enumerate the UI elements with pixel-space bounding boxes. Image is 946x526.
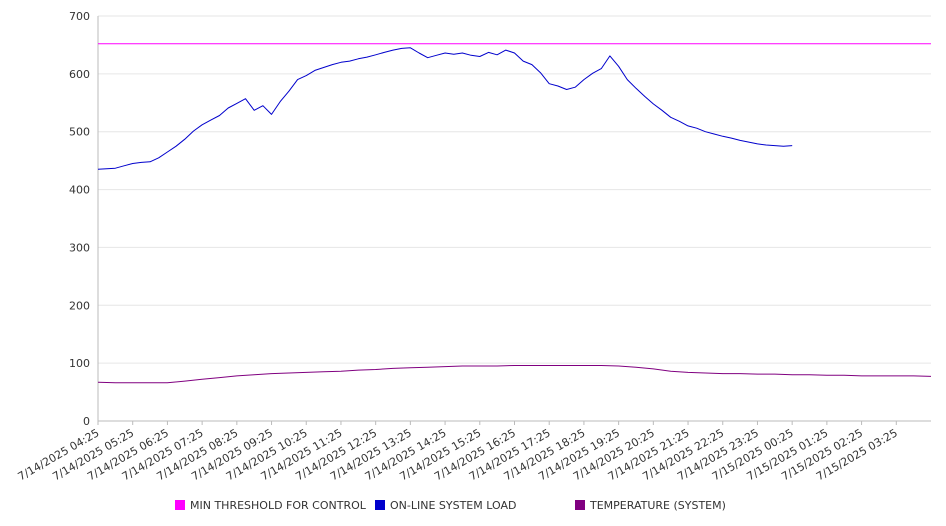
y-tick-label: 0 [83,415,90,428]
legend-label: TEMPERATURE (SYSTEM) [589,499,726,512]
legend-swatch [575,500,585,510]
legend-swatch [175,500,185,510]
series-line-1 [97,47,793,170]
x-axis-tick-labels: 7/14/2025 04:257/14/2025 05:257/14/2025 … [16,421,900,483]
axes [97,16,931,422]
legend-swatch [375,500,385,510]
gridlines [98,15,931,364]
series-lines [97,43,932,384]
series-line-2 [97,365,932,384]
y-tick-label: 700 [69,10,90,23]
y-axis-tick-labels: 0 100 200 300 400 500 600 700 [69,10,90,428]
legend-label: MIN THRESHOLD FOR CONTROL [190,499,367,512]
y-tick-label: 300 [69,241,90,254]
y-tick-label: 400 [69,184,90,197]
legend: MIN THRESHOLD FOR CONTROL ON-LINE SYSTEM … [175,499,726,512]
y-tick-label: 100 [69,357,90,370]
y-tick-label: 200 [69,299,90,312]
y-tick-label: 500 [69,126,90,139]
legend-label: ON-LINE SYSTEM LOAD [390,499,516,512]
y-tick-label: 600 [69,68,90,81]
